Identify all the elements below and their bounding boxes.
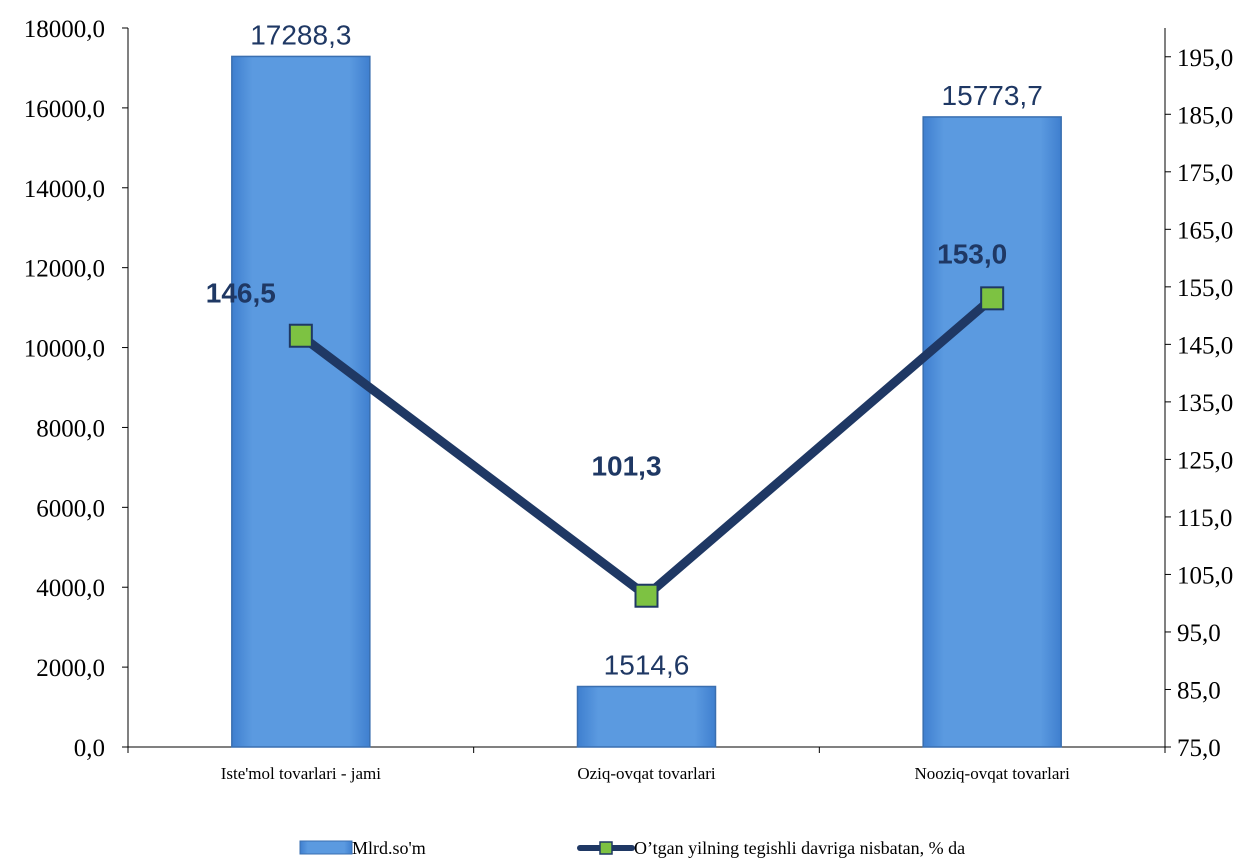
right-tick-label: 195,0 (1177, 45, 1233, 72)
right-tick-label: 85,0 (1177, 677, 1221, 704)
left-tick-label: 12000,0 (24, 256, 105, 283)
right-tick-label: 115,0 (1177, 505, 1232, 532)
right-tick-label: 95,0 (1177, 620, 1221, 647)
bar-value-label: 1514,6 (604, 650, 690, 681)
right-tick-label: 135,0 (1177, 390, 1233, 417)
legend-marker-swatch (599, 841, 613, 855)
right-tick-label: 155,0 (1177, 275, 1233, 302)
series-line (296, 293, 997, 601)
legend-line-label: O’tgan yilning tegishli davriga nisbatan… (634, 838, 965, 858)
left-tick-label: 6000,0 (36, 495, 105, 522)
right-axis-ticks: 75,0 85,0 95,0 105,0 115,0 125,0 135,0 145,0 155… (1165, 45, 1233, 762)
left-tick-label: 4000,0 (36, 575, 105, 602)
bar (231, 55, 371, 748)
left-tick-label: 16000,0 (24, 96, 105, 123)
line-series (288, 286, 1005, 608)
left-tick-label: 14000,0 (24, 176, 105, 203)
category-label: Iste'mol tovarlari - jami (221, 764, 382, 783)
category-labels: Iste'mol tovarlari - jami Oziq-ovqat tova… (221, 764, 1070, 783)
right-tick-label: 165,0 (1177, 217, 1233, 244)
bar (922, 116, 1062, 748)
left-axis-ticks: 0,0 2000,0 4000,0 6000,0 8000,0 10000,0 12000,… (24, 16, 128, 762)
right-tick-label: 145,0 (1177, 332, 1233, 359)
right-tick-label: 175,0 (1177, 160, 1233, 187)
category-label: Nooziq-ovqat tovarlari (915, 764, 1071, 783)
bar-series (231, 55, 1062, 748)
right-tick-label: 105,0 (1177, 562, 1233, 589)
left-tick-label: 2000,0 (36, 655, 105, 682)
bar-data-labels: 17288,3 1514,6 15773,7 (250, 19, 1043, 680)
line-value-label: 153,0 (937, 238, 1007, 269)
bar-value-label: 15773,7 (942, 80, 1043, 111)
left-tick-label: 10000,0 (24, 336, 105, 363)
line-data-labels: 146,5 101,3 153,0 (206, 238, 1007, 481)
legend: Mlrd.so'm O’tgan yilning tegishli davrig… (299, 838, 965, 858)
left-tick-label: 8000,0 (36, 415, 105, 442)
left-tick-label: 18000,0 (24, 16, 105, 43)
legend-bar-swatch (299, 840, 353, 855)
legend-item-bar: Mlrd.so'm (299, 838, 426, 858)
line-value-label: 101,3 (591, 451, 661, 482)
line-marker (634, 583, 659, 608)
right-tick-label: 185,0 (1177, 102, 1233, 129)
left-tick-label: 0,0 (74, 735, 105, 762)
category-label: Oziq-ovqat tovarlari (577, 764, 716, 783)
line-marker (288, 323, 313, 348)
right-tick-label: 75,0 (1177, 735, 1221, 762)
legend-item-line: O’tgan yilning tegishli davriga nisbatan… (577, 838, 965, 858)
right-tick-label: 125,0 (1177, 447, 1233, 474)
legend-bar-label: Mlrd.so'm (352, 838, 426, 858)
bar-value-label: 17288,3 (250, 19, 351, 50)
line-value-label: 146,5 (206, 278, 276, 309)
bar (576, 685, 717, 748)
line-marker (980, 286, 1005, 311)
